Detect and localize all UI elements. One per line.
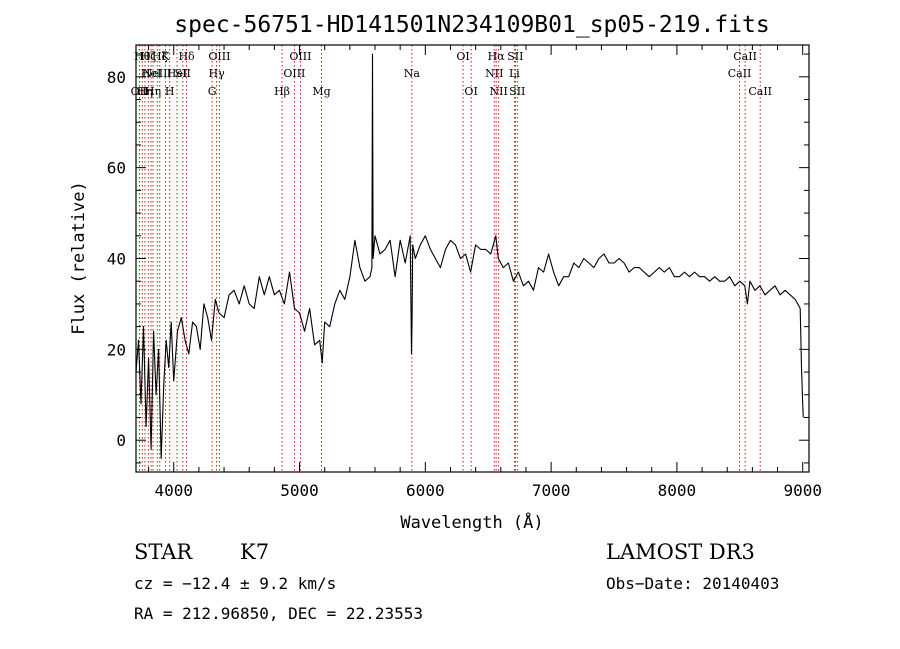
spectral-line-label: Hζ — [152, 50, 168, 63]
spectral-line-label: CaII — [733, 50, 757, 63]
spectral-line-label: Hζ — [141, 50, 157, 63]
spectral-line-label: HeI — [167, 67, 187, 80]
object-class: STAR — [134, 540, 193, 564]
x-tick-label: 5000 — [280, 481, 319, 500]
x-tick-label: 9000 — [783, 481, 822, 500]
x-axis-label: Wavelength (Å) — [400, 511, 543, 533]
x-tick-label: 7000 — [532, 481, 571, 500]
axis-ticks: 4000 5000 6000 7000 8000 9000 0 20 40 60 80 — [107, 45, 822, 500]
spectral-line-label: Hη — [145, 85, 161, 98]
spectral-line-label: Hγ — [209, 67, 226, 80]
spectral-line-label: CaII — [728, 67, 752, 80]
spectral-line-label: Na — [404, 67, 421, 80]
spectral-line-label: OI — [456, 50, 469, 63]
spectrum-line — [135, 53, 804, 459]
spectral-line-label: Mg — [312, 85, 330, 98]
spectral-line-label: Hη — [137, 85, 153, 98]
spectral-line-label: Hβ — [274, 85, 290, 98]
survey-label: LAMOST DR3 — [606, 540, 755, 564]
spectral-line-label: SII — [507, 50, 523, 63]
y-tick-label: 0 — [116, 431, 126, 450]
plot-frame — [135, 44, 810, 473]
spectral-line-markers — [139, 45, 761, 472]
spectral-line-label: OIII — [283, 67, 305, 80]
coordinates: RA = 212.96850, DEC = 22.23553 — [134, 604, 423, 623]
spectral-line-label: HeI — [141, 67, 161, 80]
spectral-line-labels: OIIHθHηHζHeIHηNeIIIHζKHHeISIIHδGHγOIIIHβ… — [131, 50, 772, 98]
spectral-line-label: OIII — [208, 50, 230, 63]
spectral-line-label: SII — [175, 67, 191, 80]
spectral-line-label: G — [208, 85, 217, 98]
y-tick-label: 40 — [107, 250, 126, 269]
spectral-line-label: OIII — [289, 50, 311, 63]
y-tick-label: 80 — [107, 68, 126, 87]
y-tick-label: 60 — [107, 159, 126, 178]
x-tick-label: 6000 — [406, 481, 445, 500]
spectral-line-label: K — [161, 50, 170, 63]
object-subclass: K7 — [240, 540, 270, 564]
spectral-line-label: NII — [490, 85, 508, 98]
redshift-velocity: cz = −12.4 ± 9.2 km/s — [134, 574, 337, 593]
y-tick-label: 20 — [107, 340, 126, 359]
x-tick-label: 8000 — [658, 481, 697, 500]
spectral-line-label: Hα — [488, 50, 506, 63]
spectral-line-label: Li — [509, 67, 520, 80]
spectral-line-label: OI — [464, 85, 477, 98]
spectral-line-label: OII — [131, 85, 149, 98]
observation-date: Obs−Date: 20140403 — [606, 574, 780, 593]
spectral-line-label: NII — [485, 67, 503, 80]
spectral-line-label: H — [165, 85, 175, 98]
spectral-line-label: SII — [509, 85, 525, 98]
y-axis-label: Flux (relative) — [69, 181, 89, 335]
spectrum-series — [135, 53, 804, 459]
x-tick-label: 4000 — [154, 481, 193, 500]
chart-title: spec-56751-HD141501N234109B01_sp05-219.f… — [174, 12, 769, 38]
spectral-line-label: CaII — [748, 85, 772, 98]
spectral-line-label: Hδ — [178, 50, 195, 63]
spectral-line-label: Hθ — [134, 50, 151, 63]
spectral-line-label: NeIII — [143, 67, 172, 80]
